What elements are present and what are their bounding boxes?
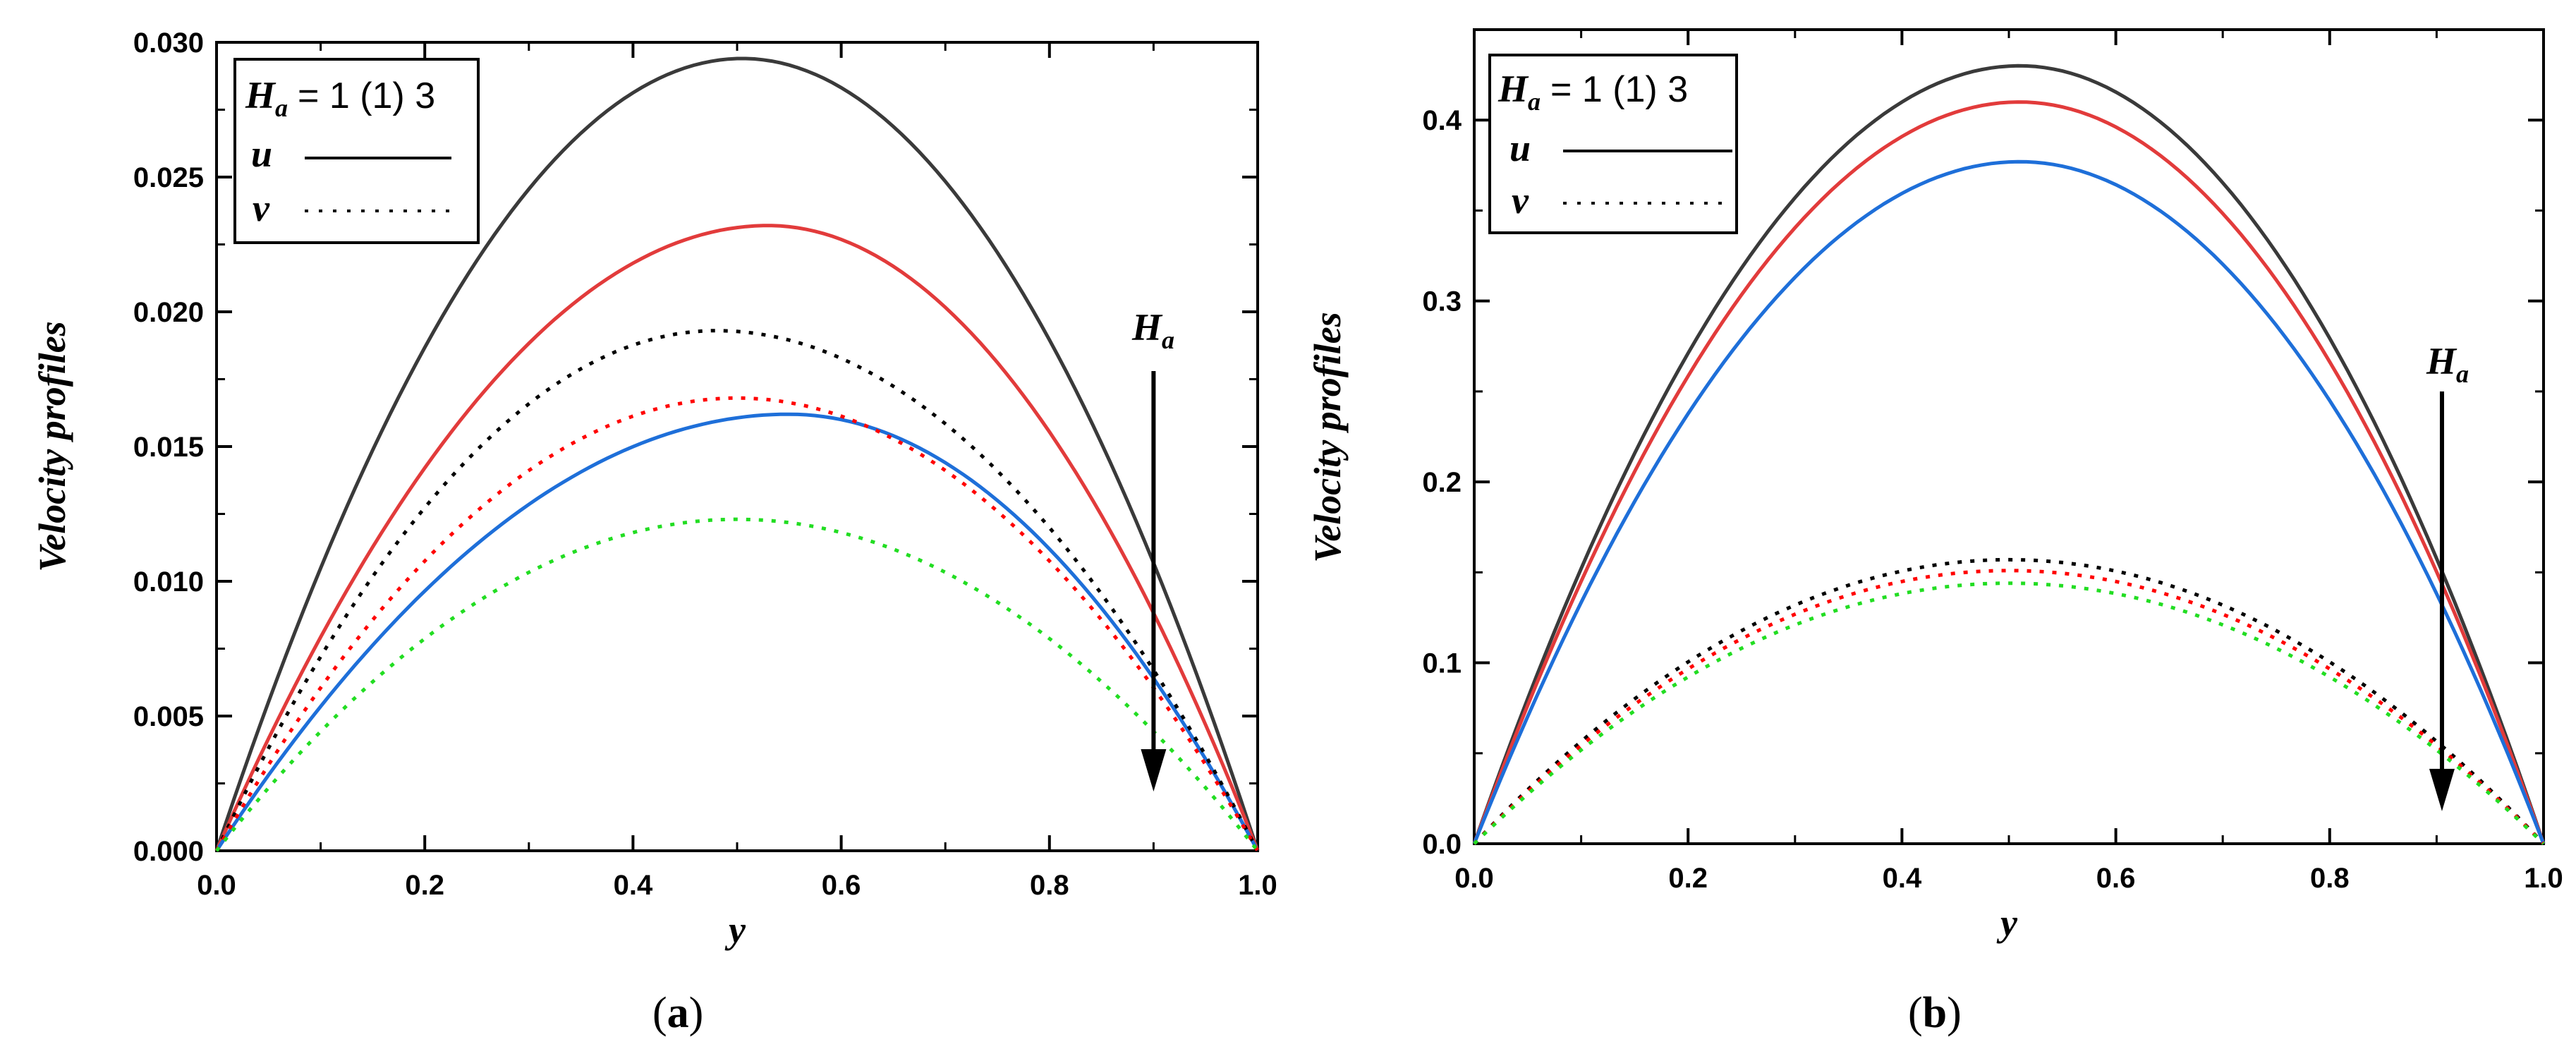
legend-u-label-a: u [251, 133, 272, 175]
series-line-u-1 [1472, 63, 2546, 844]
x-tick-label: 0.2 [405, 870, 444, 901]
x-tick-label: 0.0 [197, 870, 236, 901]
series-line-v-3 [1473, 581, 2545, 845]
x-tick-label: 0.8 [2310, 863, 2350, 894]
ticks-a: 0.0 0.2 0.4 0.6 0.8 1.0 0.000 0.005 0.010 0.015 0.… [133, 28, 1277, 901]
curves-a [214, 56, 1260, 852]
y-axis-title-a: Velocity profiles [31, 321, 73, 571]
legend-param-sub-a: a [275, 94, 288, 122]
series-line-u-1 [214, 56, 1260, 851]
y-tick-label: 0.020 [133, 297, 204, 328]
legend-param-symbol-b: H [1497, 68, 1529, 110]
series-line-v-1 [1473, 557, 2545, 845]
caption-b: (b) [1908, 989, 1962, 1037]
x-tick-label: 1.0 [2524, 863, 2563, 894]
x-axis-title-a: y [724, 909, 746, 951]
caption-letter-a: a [667, 989, 689, 1037]
x-tick-label: 1.0 [1238, 870, 1277, 901]
series-line-v-2 [214, 396, 1260, 852]
series-line-u-3 [1472, 159, 2546, 844]
legend-param-text-a: = 1 (1) 3 [298, 75, 435, 116]
legend-v-label-b: v [1512, 179, 1529, 222]
annotation-symbol-a: H [1131, 306, 1163, 348]
legend-box-a [233, 58, 480, 244]
annotation-b: Ha [2426, 340, 2469, 811]
series-line-u-3 [214, 412, 1260, 852]
x-tick-label: 0.4 [614, 870, 653, 901]
y-tick-label: 0.2 [1422, 467, 1462, 498]
y-tick-label: 0.4 [1422, 105, 1462, 136]
panel-a: 0.0 0.2 0.4 0.6 0.8 1.0 0.000 0.005 0.010 0.015 0.… [31, 28, 1277, 1037]
y-tick-label: 0.015 [133, 432, 204, 463]
y-tick-label: 0.3 [1422, 286, 1462, 317]
legend-v-label-a: v [253, 187, 270, 229]
legend-u-label-b: u [1509, 127, 1531, 169]
y-axis-title-b: Velocity profiles [1306, 312, 1349, 562]
x-tick-label: 0.8 [1030, 870, 1069, 901]
curves-b [1472, 63, 2546, 845]
caption-a: (a) [652, 989, 703, 1037]
caption-letter-b: b [1923, 989, 1947, 1037]
legend-param-a: Ha = 1 (1) 3 [245, 74, 435, 122]
x-tick-label: 0.2 [1668, 863, 1708, 894]
y-tick-label: 0.0 [1422, 829, 1462, 860]
y-tick-label: 0.025 [133, 162, 204, 193]
y-tick-label: 0.000 [133, 836, 204, 867]
annotation-symbol-b: H [2426, 340, 2457, 382]
x-tick-label: 0.0 [1454, 863, 1494, 894]
panel-b: 0.0 0.2 0.4 0.6 0.8 1.0 0.0 0.1 0.2 0.3 0.4 Veloci… [1306, 28, 2563, 1037]
annotation-sub-a: a [1162, 326, 1174, 354]
arrow-head-b [2429, 768, 2455, 811]
series-line-v-1 [214, 329, 1260, 852]
ticks-b: 0.0 0.2 0.4 0.6 0.8 1.0 0.0 0.1 0.2 0.3 0.4 [1422, 30, 2563, 894]
y-tick-label: 0.010 [133, 566, 204, 598]
legend-box-b [1488, 54, 1738, 234]
x-tick-label: 0.6 [822, 870, 861, 901]
legend-b: Ha = 1 (1) 3 u v [1488, 54, 1738, 234]
legend-param-sub-b: a [1528, 87, 1541, 116]
series-line-u-2 [214, 224, 1260, 852]
legend-a: Ha = 1 (1) 3 u v [233, 58, 480, 244]
legend-param-text-b: = 1 (1) 3 [1550, 69, 1688, 110]
series-line-v-2 [1473, 569, 2545, 845]
x-tick-label: 0.6 [2096, 863, 2136, 894]
arrow-head-a [1141, 748, 1167, 792]
series-line-v-3 [215, 517, 1259, 852]
x-axis-title-b: y [1996, 902, 2018, 944]
series-line-u-2 [1472, 100, 2546, 844]
annotation-sub-b: a [2456, 360, 2469, 388]
annotation-a: Ha [1131, 306, 1174, 792]
y-tick-label: 0.030 [133, 28, 204, 59]
y-tick-label: 0.1 [1422, 648, 1462, 679]
legend-param-b: Ha = 1 (1) 3 [1497, 68, 1688, 116]
x-tick-label: 0.4 [1883, 863, 1922, 894]
annotation-label-a: Ha [1131, 306, 1174, 354]
y-tick-label: 0.005 [133, 701, 204, 732]
legend-param-symbol-a: H [245, 74, 277, 116]
annotation-label-b: Ha [2426, 340, 2469, 388]
